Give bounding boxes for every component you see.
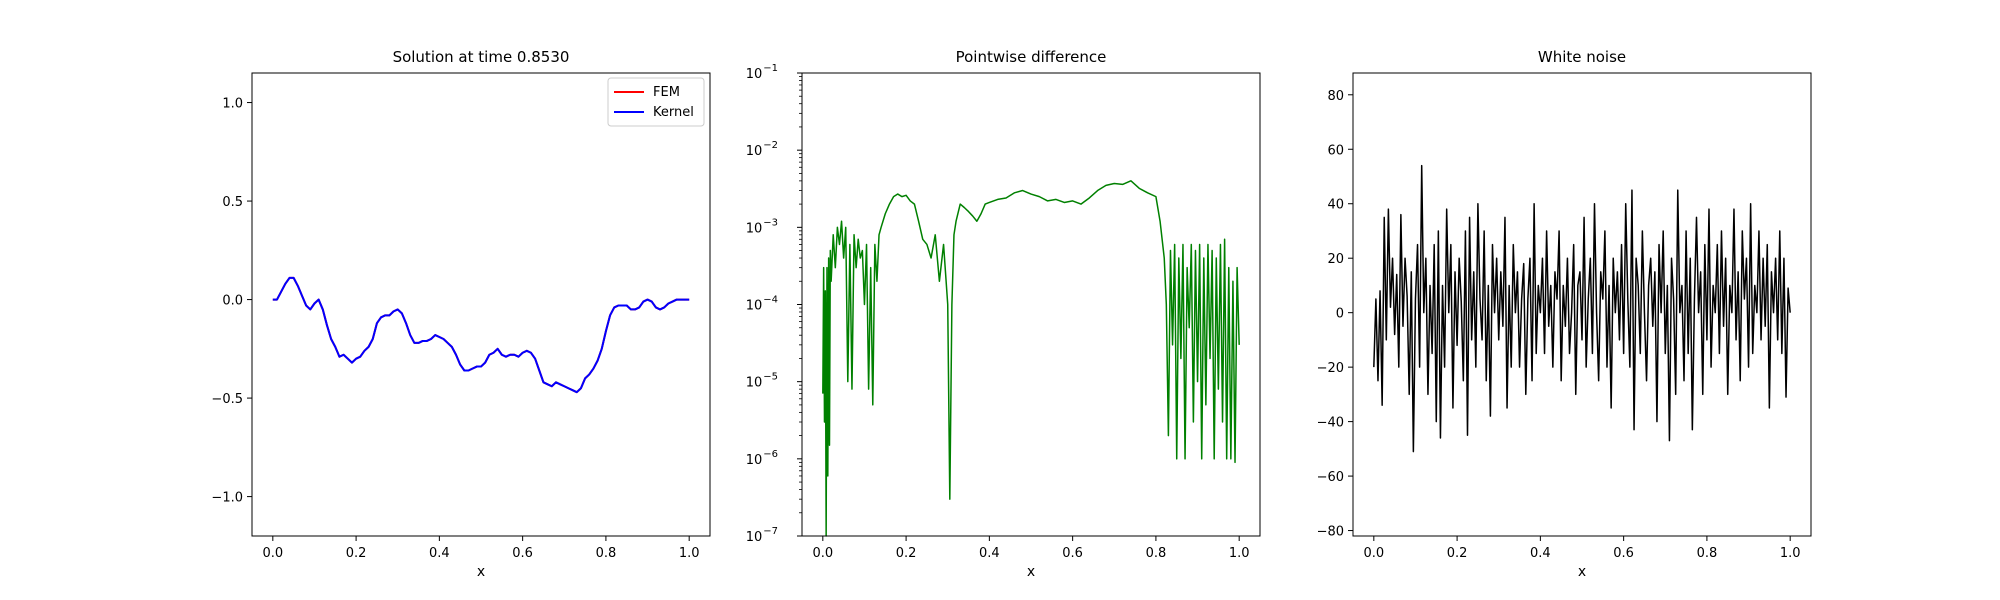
legend-box bbox=[607, 77, 705, 127]
y-tick-label: −60 bbox=[1317, 470, 1344, 485]
plot-frame bbox=[251, 72, 711, 537]
panel-white-noise: White noise 0.0 0.2 0.4 0.6 0.8 1.0 −80 −60 −40 −… bbox=[1317, 48, 1812, 580]
x-tick-label: 0.0 bbox=[262, 546, 283, 561]
x-tick-label: 1.0 bbox=[679, 546, 700, 561]
x-tick-label: 0.4 bbox=[1530, 546, 1551, 561]
y-tick-label: −80 bbox=[1317, 525, 1344, 540]
plot-frame bbox=[1352, 72, 1812, 537]
x-tick-label: 0.8 bbox=[1146, 546, 1167, 561]
panel-title: Solution at time 0.8530 bbox=[393, 48, 570, 66]
x-tick-label: 0.6 bbox=[1613, 546, 1634, 561]
y-tick-label: −0.5 bbox=[211, 392, 243, 407]
y-tick-label: −1.0 bbox=[211, 491, 243, 506]
x-tick-label: 0.0 bbox=[812, 546, 833, 561]
y-tick-exponent: −6 bbox=[763, 449, 778, 460]
series-layer bbox=[1373, 164, 1791, 453]
x-tick-label: 0.8 bbox=[1697, 546, 1718, 561]
y-tick-label: 40 bbox=[1327, 198, 1344, 213]
y-tick-exponent: −2 bbox=[763, 140, 778, 151]
panel-solution: Solution at time 0.8530 0.0 0.2 0.4 0.6 0.8 1… bbox=[211, 48, 711, 580]
y-tick-exponent: −5 bbox=[763, 372, 778, 383]
y-tick-exponent: −3 bbox=[763, 217, 778, 228]
x-tick-label: 0.0 bbox=[1363, 546, 1384, 561]
ticks-layer: 0.0 0.2 0.4 0.6 0.8 1.0 −1.0 −0.5 0.0 0.5 1.0 bbox=[211, 97, 699, 561]
y-tick-label: 0.0 bbox=[222, 294, 243, 309]
series-layer bbox=[272, 276, 690, 394]
x-tick-label: 0.4 bbox=[979, 546, 1000, 561]
y-tick-label: −20 bbox=[1317, 361, 1344, 376]
x-axis-label: x bbox=[1578, 564, 1586, 580]
x-tick-label: 0.2 bbox=[346, 546, 367, 561]
y-tick-exponent: −4 bbox=[763, 295, 778, 306]
series-line-0 bbox=[1373, 164, 1791, 453]
x-axis-label: x bbox=[1027, 564, 1035, 580]
series-line-kernel bbox=[272, 276, 690, 394]
ticks-layer: 0.0 0.2 0.4 0.6 0.8 1.0 −80 −60 −40 −20 0 20 40 60 80 bbox=[1317, 89, 1801, 561]
y-tick-label: −40 bbox=[1317, 416, 1344, 431]
x-tick-label: 0.2 bbox=[896, 546, 917, 561]
plot-frame bbox=[801, 72, 1261, 537]
x-tick-label: 1.0 bbox=[1229, 546, 1250, 561]
legend-label-fem: FEM bbox=[653, 85, 680, 100]
legend-label-kernel: Kernel bbox=[653, 105, 694, 120]
y-tick-exponent: −7 bbox=[763, 526, 778, 537]
y-tick-label: 20 bbox=[1327, 252, 1344, 267]
x-axis-label: x bbox=[477, 564, 485, 580]
x-tick-label: 0.2 bbox=[1447, 546, 1468, 561]
legend: FEM Kernel bbox=[607, 77, 705, 127]
y-tick-label: 0.5 bbox=[222, 195, 243, 210]
x-tick-label: 0.6 bbox=[1062, 546, 1083, 561]
series-layer bbox=[822, 180, 1240, 537]
x-tick-label: 0.4 bbox=[429, 546, 450, 561]
series-line-0 bbox=[822, 180, 1240, 537]
y-tick-label: 80 bbox=[1327, 89, 1344, 104]
y-tick-label: 60 bbox=[1327, 143, 1344, 158]
x-tick-label: 0.6 bbox=[512, 546, 533, 561]
y-tick-label: 0 bbox=[1336, 307, 1344, 322]
x-tick-label: 1.0 bbox=[1780, 546, 1801, 561]
x-tick-label: 0.8 bbox=[596, 546, 617, 561]
y-tick-label: 1.0 bbox=[222, 97, 243, 112]
panel-title: White noise bbox=[1538, 48, 1626, 66]
y-tick-exponent: −1 bbox=[763, 63, 778, 74]
panel-title: Pointwise difference bbox=[956, 48, 1107, 66]
